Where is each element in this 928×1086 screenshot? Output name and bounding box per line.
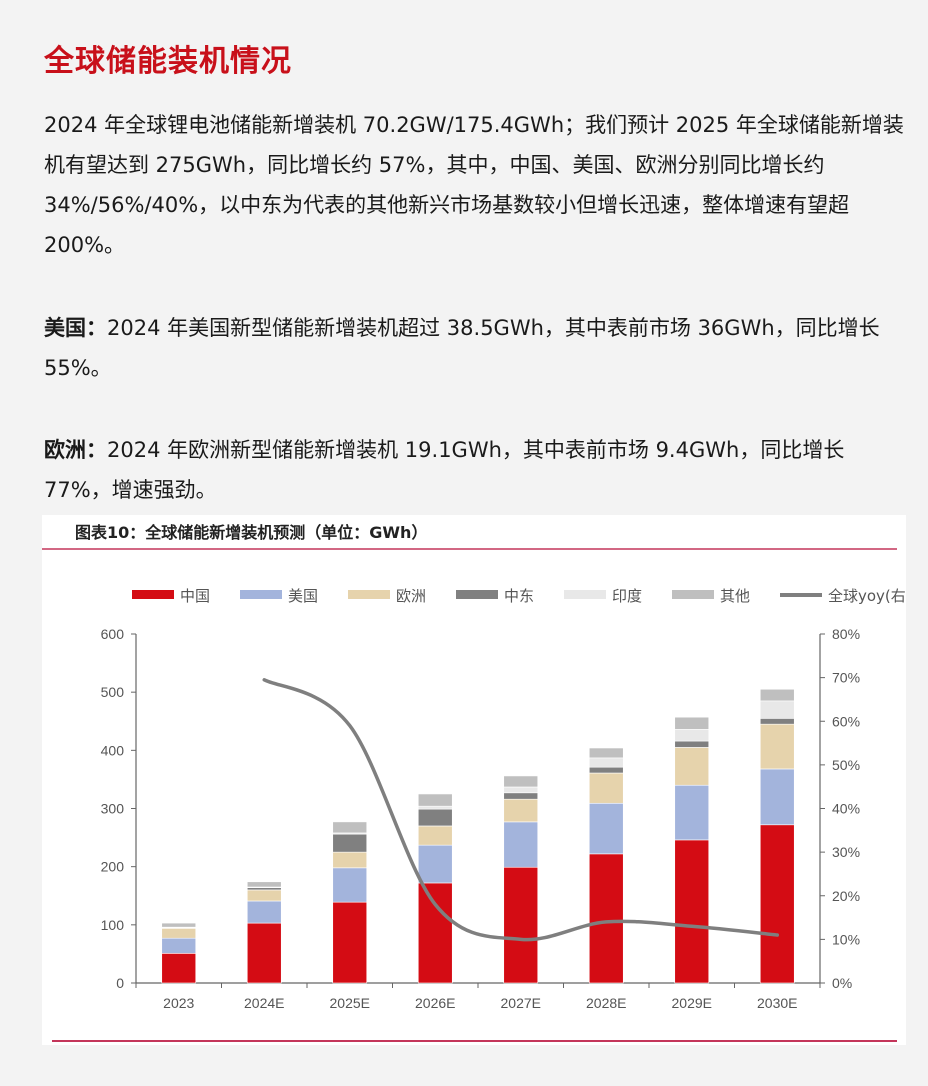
bar-segment (417, 844, 453, 884)
bar-segment (674, 716, 710, 730)
yoy-line (262, 678, 779, 942)
paragraph-global: 2024 年全球锂电池储能新增装机 70.2GW/175.4GWh；我们预计 2… (44, 105, 904, 265)
x-tick-label: 2026E (415, 995, 455, 1011)
y-tick-label: 400 (101, 742, 125, 758)
bar-segment (246, 922, 282, 984)
x-tick-label: 2028E (586, 995, 626, 1011)
y-tick-label: 500 (101, 684, 125, 700)
bar-segment (759, 723, 795, 770)
y2-tick-label: 60% (832, 713, 860, 729)
y2-tick-label: 80% (832, 626, 860, 642)
bar-segment (332, 901, 368, 984)
bar-segment (759, 700, 795, 719)
y2-tick-label: 0% (832, 975, 852, 991)
legend-label: 中东 (504, 587, 534, 605)
bar-segment (503, 821, 539, 868)
bar-segment (759, 688, 795, 702)
paragraph-text: 2024 年全球锂电池储能新增装机 70.2GW/175.4GWh；我们预计 2… (44, 113, 904, 257)
y2-tick-label: 50% (832, 757, 860, 773)
paragraph-europe: 欧洲：2024 年欧洲新型储能新增装机 19.1GWh，其中表前市场 9.4GW… (44, 430, 904, 510)
legend-swatch (564, 590, 606, 599)
bar-segment (588, 772, 624, 804)
y-tick-label: 600 (101, 626, 125, 642)
chart-panel: 中国 美国 欧洲 中东 印度 其他 全球yoy(右轴) 0 100 200 300 400 500 600… (42, 515, 906, 1045)
chart: 中国 美国 欧洲 中东 印度 其他 全球yoy(右轴) 0 100 200 300 400 500 600… (42, 548, 906, 1042)
bar-segment (246, 889, 282, 902)
bar-segment (161, 937, 197, 954)
bar-segment (246, 887, 282, 891)
bar-segment (246, 900, 282, 924)
bar-segment (503, 786, 539, 794)
bar-segment (246, 881, 282, 888)
y-tick-label: 200 (101, 859, 125, 875)
paragraph-lead: 欧洲： (44, 438, 107, 462)
bar-segment (759, 824, 795, 984)
bar-segment (588, 747, 624, 759)
bar-segment (503, 775, 539, 788)
section-title: 全球储能装机情况 (44, 44, 292, 79)
y2-tick-label: 20% (832, 888, 860, 904)
bar-segment (417, 793, 453, 807)
y-tick-label: 0 (116, 975, 124, 991)
bar-segment (674, 747, 710, 786)
legend-swatch (456, 590, 498, 599)
bar-segment (588, 757, 624, 768)
x-tick-label: 2030E (757, 995, 797, 1011)
bar-segment (161, 922, 197, 928)
paragraph-lead: 美国： (44, 316, 107, 340)
legend-swatch (132, 590, 174, 599)
legend-swatch (672, 590, 714, 599)
bar-segment (161, 953, 197, 984)
bar-segment (674, 839, 710, 984)
bar-segment (332, 867, 368, 903)
x-tick-label: 2029E (672, 995, 712, 1011)
bar-segment (674, 784, 710, 841)
x-tick-label: 2024E (244, 995, 284, 1011)
chart-title: 图表10：全球储能新增装机预测（单位：GWh） (75, 523, 428, 542)
legend-label: 其他 (720, 587, 750, 605)
x-tick-label: 2025E (330, 995, 370, 1011)
bar-segment (417, 825, 453, 846)
bar-segment (332, 821, 368, 834)
y-tick-label: 300 (101, 801, 125, 817)
bar-segment (332, 833, 368, 853)
bar-segment (674, 729, 710, 742)
paragraph-text: 2024 年美国新型储能新增装机超过 38.5GWh，其中表前市场 36GWh，… (44, 316, 880, 380)
legend-label: 全球yoy(右轴) (828, 587, 906, 605)
bar-segment (417, 808, 453, 827)
legend-label: 美国 (288, 587, 318, 605)
bar-segment (417, 805, 453, 810)
bar-segment (503, 866, 539, 984)
legend-swatch (240, 590, 282, 599)
bar-segment (332, 851, 368, 869)
bar-segment (503, 798, 539, 823)
bar-segment (588, 766, 624, 774)
x-tick-label: 2023 (163, 995, 194, 1011)
y2-tick-label: 30% (832, 844, 860, 860)
bar-segment (503, 792, 539, 800)
bar-segment (161, 928, 197, 939)
legend-label: 中国 (180, 587, 210, 605)
bar-segment (588, 802, 624, 855)
paragraph-text: 2024 年欧洲新型储能新增装机 19.1GWh，其中表前市场 9.4GWh，同… (44, 438, 845, 502)
legend-label: 印度 (612, 587, 642, 605)
y2-tick-label: 70% (832, 670, 860, 686)
bar-segment (759, 718, 795, 725)
y2-tick-label: 40% (832, 801, 860, 817)
bar-segment (759, 768, 795, 826)
legend-label: 欧洲 (396, 587, 426, 605)
y-tick-label: 100 (101, 917, 125, 933)
bar-segment (417, 882, 453, 984)
bar-segment (674, 740, 710, 748)
y2-tick-label: 10% (832, 931, 860, 947)
x-tick-label: 2027E (501, 995, 541, 1011)
legend-swatch (348, 590, 390, 599)
bar-segment (588, 853, 624, 984)
paragraph-us: 美国：2024 年美国新型储能新增装机超过 38.5GWh，其中表前市场 36G… (44, 308, 904, 388)
